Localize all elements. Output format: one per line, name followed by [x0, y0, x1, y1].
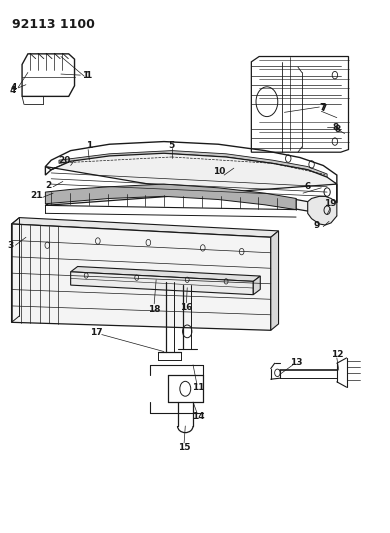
Polygon shape — [253, 276, 260, 295]
Text: 10: 10 — [213, 167, 225, 176]
Text: 12: 12 — [331, 350, 343, 359]
Polygon shape — [308, 184, 337, 225]
Text: 20: 20 — [58, 156, 71, 165]
Polygon shape — [45, 184, 296, 209]
Polygon shape — [59, 151, 327, 177]
Text: 1: 1 — [85, 70, 91, 79]
Text: 7: 7 — [321, 104, 327, 113]
Polygon shape — [271, 231, 278, 330]
Text: 4: 4 — [10, 85, 16, 94]
Text: 19: 19 — [324, 199, 337, 208]
Text: 16: 16 — [180, 303, 193, 312]
Text: 18: 18 — [148, 304, 160, 313]
Text: 7: 7 — [319, 102, 326, 111]
Polygon shape — [71, 272, 253, 295]
Text: 13: 13 — [290, 358, 302, 367]
Text: 8: 8 — [334, 125, 340, 134]
Polygon shape — [12, 224, 271, 330]
Text: 5: 5 — [168, 141, 175, 150]
Text: 11: 11 — [192, 383, 204, 392]
Text: 2: 2 — [45, 181, 51, 190]
Text: 6: 6 — [305, 182, 311, 191]
Text: 21: 21 — [30, 191, 43, 200]
Text: 8: 8 — [333, 123, 339, 132]
Text: 1: 1 — [82, 70, 89, 79]
Polygon shape — [45, 154, 337, 216]
Text: 1: 1 — [86, 141, 92, 150]
Text: 3: 3 — [7, 241, 14, 250]
Polygon shape — [71, 266, 260, 281]
Text: 17: 17 — [90, 328, 102, 337]
Text: 15: 15 — [178, 443, 190, 452]
Text: 4: 4 — [10, 83, 17, 92]
Polygon shape — [12, 217, 278, 237]
Text: 92113 1100: 92113 1100 — [12, 18, 95, 31]
Text: 9: 9 — [313, 221, 319, 230]
Text: 14: 14 — [192, 412, 204, 421]
